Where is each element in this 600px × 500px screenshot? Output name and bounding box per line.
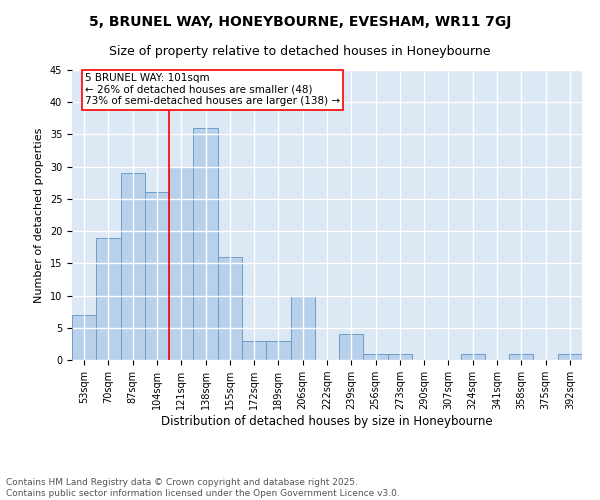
Bar <box>461 354 485 360</box>
Bar <box>169 166 193 360</box>
Y-axis label: Number of detached properties: Number of detached properties <box>34 128 44 302</box>
Bar <box>121 173 145 360</box>
Bar <box>339 334 364 360</box>
Bar <box>509 354 533 360</box>
Bar <box>242 340 266 360</box>
Bar <box>193 128 218 360</box>
Bar <box>145 192 169 360</box>
Text: Size of property relative to detached houses in Honeybourne: Size of property relative to detached ho… <box>109 45 491 58</box>
Text: 5 BRUNEL WAY: 101sqm
← 26% of detached houses are smaller (48)
73% of semi-detac: 5 BRUNEL WAY: 101sqm ← 26% of detached h… <box>85 73 340 106</box>
Text: 5, BRUNEL WAY, HONEYBOURNE, EVESHAM, WR11 7GJ: 5, BRUNEL WAY, HONEYBOURNE, EVESHAM, WR1… <box>89 15 511 29</box>
Bar <box>290 296 315 360</box>
Bar <box>558 354 582 360</box>
Bar <box>218 257 242 360</box>
Bar <box>388 354 412 360</box>
Bar <box>96 238 121 360</box>
Bar <box>364 354 388 360</box>
X-axis label: Distribution of detached houses by size in Honeybourne: Distribution of detached houses by size … <box>161 415 493 428</box>
Text: Contains HM Land Registry data © Crown copyright and database right 2025.
Contai: Contains HM Land Registry data © Crown c… <box>6 478 400 498</box>
Bar <box>72 315 96 360</box>
Bar <box>266 340 290 360</box>
